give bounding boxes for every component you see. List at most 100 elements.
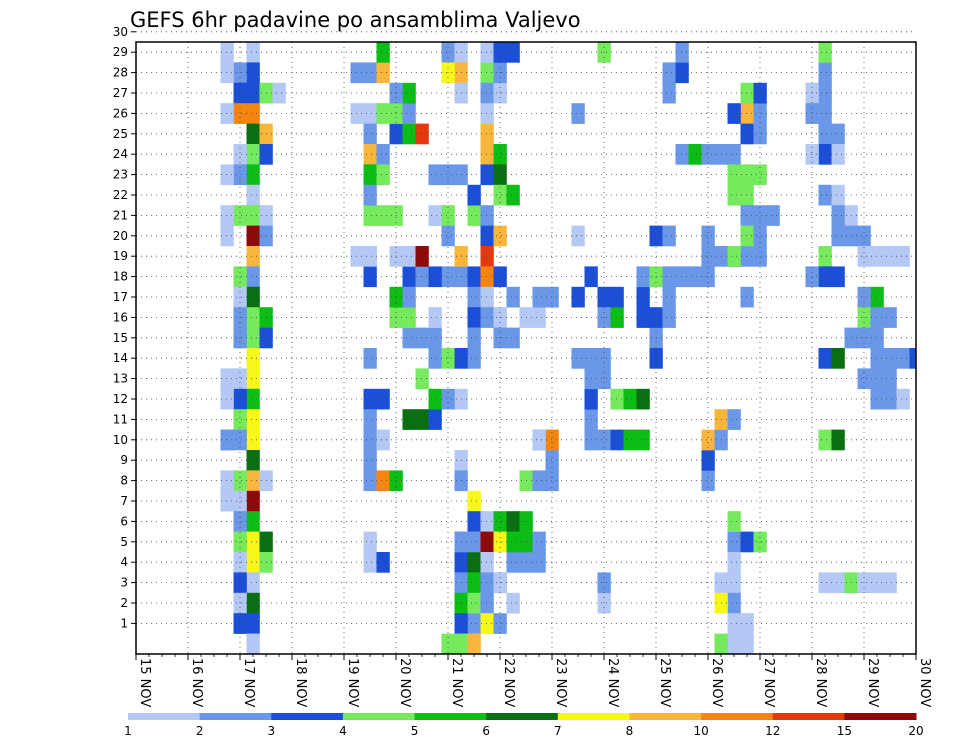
heatmap-cell (753, 205, 767, 226)
heatmap-cell (493, 225, 507, 247)
heatmap-cell (597, 592, 611, 614)
y-tick-label: 3 (120, 576, 128, 590)
heatmap-cell (246, 225, 260, 247)
heatmap-cell (467, 511, 481, 532)
x-tick-label: 29 NOV (865, 658, 880, 707)
heatmap-cell (246, 592, 260, 614)
heatmap-cell (246, 184, 260, 206)
heatmap-cell (376, 205, 390, 226)
heatmap-cell (246, 103, 260, 124)
heatmap-cell (220, 429, 234, 451)
heatmap-cell (467, 633, 481, 654)
heatmap-cell (428, 348, 442, 369)
heatmap-cell (818, 42, 832, 63)
heatmap-cell (402, 307, 416, 328)
heatmap-cell (402, 266, 416, 288)
heatmap-cell (441, 266, 455, 288)
heatmap-cell (493, 613, 507, 634)
heatmap-cell (571, 225, 585, 247)
heatmap-cell (480, 205, 494, 226)
heatmap-cell (402, 286, 416, 308)
heatmap-cell (246, 123, 260, 145)
heatmap-cell (402, 82, 416, 104)
heatmap-cell (246, 205, 260, 226)
heatmap-cell (376, 144, 390, 165)
heatmap-cell (480, 286, 494, 308)
heatmap-cell (506, 184, 520, 206)
heatmap-cell (883, 246, 897, 267)
heatmap-cell (636, 388, 650, 410)
colorbar-swatch (772, 713, 845, 720)
heatmap-cell (636, 286, 650, 308)
heatmap-cell (220, 164, 234, 186)
heatmap-cell (714, 633, 728, 654)
heatmap-cell (467, 184, 481, 206)
heatmap-cell (233, 592, 247, 614)
colorbar-label: 2 (196, 724, 204, 738)
heatmap-cell (818, 572, 832, 594)
heatmap-cell (480, 307, 494, 328)
heatmap-cell (831, 123, 845, 145)
heatmap-cell (233, 368, 247, 390)
y-tick-label: 21 (113, 208, 128, 222)
y-tick-label: 1 (120, 616, 128, 630)
heatmap-cell (610, 388, 624, 410)
heatmap-cell (467, 572, 481, 594)
heatmap-cell (545, 450, 559, 471)
heatmap-cell (870, 286, 884, 308)
heatmap-cell (363, 531, 377, 553)
y-tick-label: 13 (113, 372, 128, 386)
heatmap-cell (883, 388, 897, 410)
y-tick-label: 25 (113, 127, 128, 141)
y-tick-label: 2 (120, 596, 128, 610)
heatmap-cell (220, 205, 234, 226)
heatmap-cell (597, 348, 611, 369)
heatmap-cell (441, 205, 455, 226)
heatmap-cell (870, 388, 884, 410)
heatmap-cell (233, 613, 247, 634)
heatmap-cell (480, 103, 494, 124)
heatmap-cell (727, 613, 741, 634)
colorbar-label: 8 (626, 724, 634, 738)
heatmap-cell (532, 552, 546, 573)
y-tick-label: 15 (113, 331, 128, 345)
heatmap-cell (805, 144, 819, 165)
heatmap-cell (480, 266, 494, 288)
heatmap-cell (467, 490, 481, 512)
heatmap-cell (233, 103, 247, 124)
heatmap-cell (467, 205, 481, 226)
heatmap-cell (428, 266, 442, 288)
heatmap-cell (623, 388, 637, 410)
heatmap-cell (818, 103, 832, 124)
y-axis: 1234567891011121314151617181920212223242… (113, 25, 136, 630)
heatmap-cell (896, 246, 910, 267)
heatmap-cell (376, 429, 390, 451)
heatmap-cell (727, 246, 741, 267)
heatmap-cell (376, 470, 390, 492)
heatmap-cell (376, 103, 390, 124)
y-tick-label: 10 (113, 433, 128, 447)
heatmap-cell (467, 266, 481, 288)
heatmap-cell (532, 531, 546, 553)
heatmap-cell (402, 246, 416, 267)
y-tick-label: 7 (120, 494, 128, 508)
heatmap-cell (363, 388, 377, 410)
heatmap-cell (636, 266, 650, 288)
heatmap-cell (883, 368, 897, 390)
x-tick-label: 21 NOV (449, 658, 464, 707)
heatmap-cell (428, 164, 442, 186)
colorbar-label: 12 (765, 724, 780, 738)
heatmap-cell (727, 552, 741, 573)
heatmap-cell (870, 368, 884, 390)
heatmap-cell (753, 225, 767, 247)
heatmap-cell (831, 225, 845, 247)
heatmap-cell (415, 123, 429, 145)
heatmap-cell (740, 246, 754, 267)
heatmap-cell (402, 327, 416, 349)
y-tick-label: 18 (113, 270, 128, 284)
heatmap-cell (675, 42, 689, 63)
heatmap-cell (363, 470, 377, 492)
heatmap-cell (753, 531, 767, 553)
heatmap-cell (246, 633, 260, 654)
